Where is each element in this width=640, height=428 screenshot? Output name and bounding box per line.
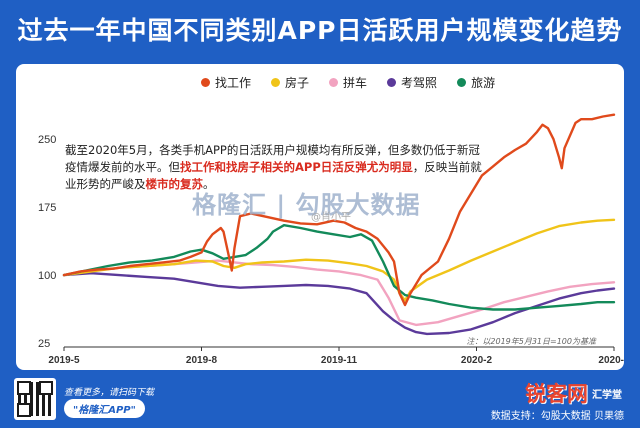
annotation-text-1: 截至2020年5月，各类手机APP的日活跃用户规模均有所反弹，但多数仍低于新冠疫…: [65, 143, 480, 174]
annotation-highlight-2: 楼市的复苏: [145, 177, 204, 191]
x-tick-label: 2020-5: [598, 355, 624, 366]
legend-label: 找工作: [215, 76, 252, 90]
x-tick-label: 2020-2: [461, 355, 493, 366]
baseline-note: 注：以2019年5月31日=100为基准: [466, 337, 596, 346]
legend-swatch: [271, 78, 281, 87]
legend-swatch: [387, 78, 397, 87]
legend-item: 房子: [271, 74, 309, 91]
chart-legend: 找工作 房子 拼车 考驾照 旅游: [201, 74, 495, 91]
series-line-找工作: [62, 113, 616, 307]
annotation-text-3: 。: [203, 177, 215, 191]
brand-logo: 锐客网 汇学堂: [525, 378, 622, 408]
footer: 查看更多，请扫码下载 "格隆汇APP" 锐客网 汇学堂 数据支持：勾股大数据 贝…: [0, 372, 640, 428]
series-line-旅游: [62, 224, 616, 311]
legend-label: 房子: [285, 76, 310, 90]
brand-sub: 汇学堂: [592, 389, 622, 401]
y-tick-label: 250: [38, 134, 56, 146]
chart-annotation: 截至2020年5月，各类手机APP的日活跃用户规模均有所反弹，但多数仍低于新冠疫…: [65, 142, 485, 193]
series-line-考驾照: [62, 272, 616, 336]
x-tick-label: 2019-11: [321, 355, 358, 366]
y-tick-label: 25: [38, 338, 50, 350]
legend-label: 拼车: [343, 76, 368, 90]
series-line-拼车: [62, 259, 616, 327]
legend-item: 找工作: [201, 74, 251, 91]
page-title: 过去一年中国不同类别APP日活跃用户规模变化趋势: [17, 16, 623, 45]
legend-item: 考驾照: [387, 74, 437, 91]
legend-label: 旅游: [471, 76, 496, 90]
legend-swatch: [201, 78, 210, 87]
x-tick-label: 2019-8: [186, 355, 218, 366]
series-line-房子: [62, 218, 616, 302]
y-tick-label: 100: [38, 270, 56, 282]
annotation-highlight-1: 找工作和找房子相关的APP日活反弹尤为明显: [180, 160, 413, 174]
line-chart: 25 100 175 250 2019-5 2019-8 2019-11 2020-2 2020…: [38, 113, 624, 366]
legend-swatch: [457, 78, 467, 87]
scan-text: 查看更多，请扫码下载: [64, 388, 155, 398]
y-tick-label: 175: [38, 202, 56, 214]
legend-swatch: [329, 78, 339, 87]
watermark: 格隆汇 | 勾股大数据: [192, 191, 421, 219]
app-name-badge: "格隆汇APP": [64, 399, 145, 418]
legend-item: 旅游: [457, 74, 495, 91]
x-tick-label: 2019-5: [48, 355, 80, 366]
annotation-text-2: ，反映当前就业形势的严峻及: [65, 160, 482, 191]
data-support: 数据支持：勾股大数据 贝果德: [490, 411, 624, 422]
brand-name: 锐客网: [525, 382, 588, 406]
legend-item: 拼车: [329, 74, 367, 91]
qr-code-icon: [14, 378, 56, 420]
weibo-watermark: @肖小平: [311, 212, 351, 223]
legend-label: 考驾照: [401, 76, 438, 90]
chart-panel: 找工作 房子 拼车 考驾照 旅游 25 100 175 250 2019-5 2019-8 2019…: [16, 64, 624, 370]
